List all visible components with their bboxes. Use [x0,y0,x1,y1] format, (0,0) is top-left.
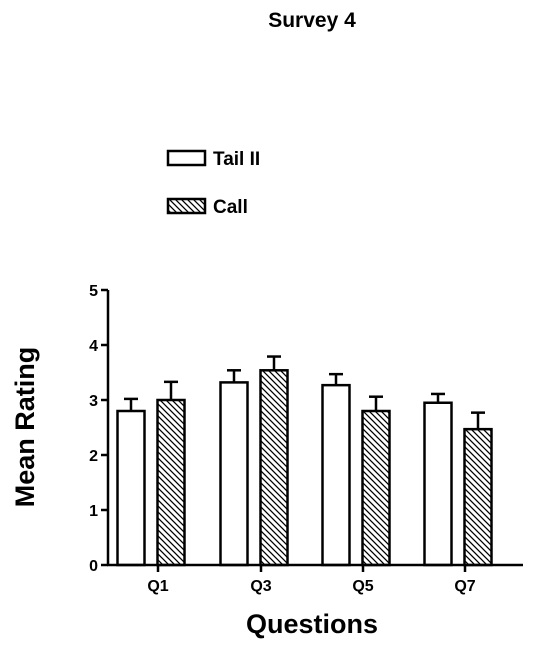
x-tick-label: Q3 [250,578,271,595]
y-tick-label: 0 [89,558,98,575]
x-axis-title: Questions [246,609,378,639]
x-tick-label: Q5 [352,578,373,595]
y-tick-label: 5 [89,283,98,300]
legend-swatch [166,149,207,167]
y-tick-label: 4 [89,338,98,355]
legend-swatch [166,197,207,215]
bar-call-q3 [259,369,289,567]
bar-call-q7 [463,427,493,567]
y-tick-label: 1 [89,503,98,520]
x-tick-label: Q7 [454,578,475,595]
bar-tail-ii-q1 [116,409,146,567]
x-tick-label: Q1 [147,578,168,595]
legend: Tail II Call [166,149,260,218]
legend-label: Call [213,197,248,218]
y-tick-label: 3 [89,393,98,410]
y-tick-label: 2 [89,448,98,465]
bar-call-q5 [361,409,391,567]
bar-tail-ii-q3 [219,381,249,567]
chart-title: Survey 4 [268,9,356,32]
bar-tail-ii-q7 [423,401,453,567]
y-axis-title: Mean Rating [10,347,40,508]
bar-tail-ii-q5 [321,383,351,567]
bar-call-q1 [156,398,186,567]
plot-area: 0 1 2 3 4 5 Q1 Q3 Q5 Q7 [89,283,523,595]
legend-label: Tail II [213,149,260,170]
